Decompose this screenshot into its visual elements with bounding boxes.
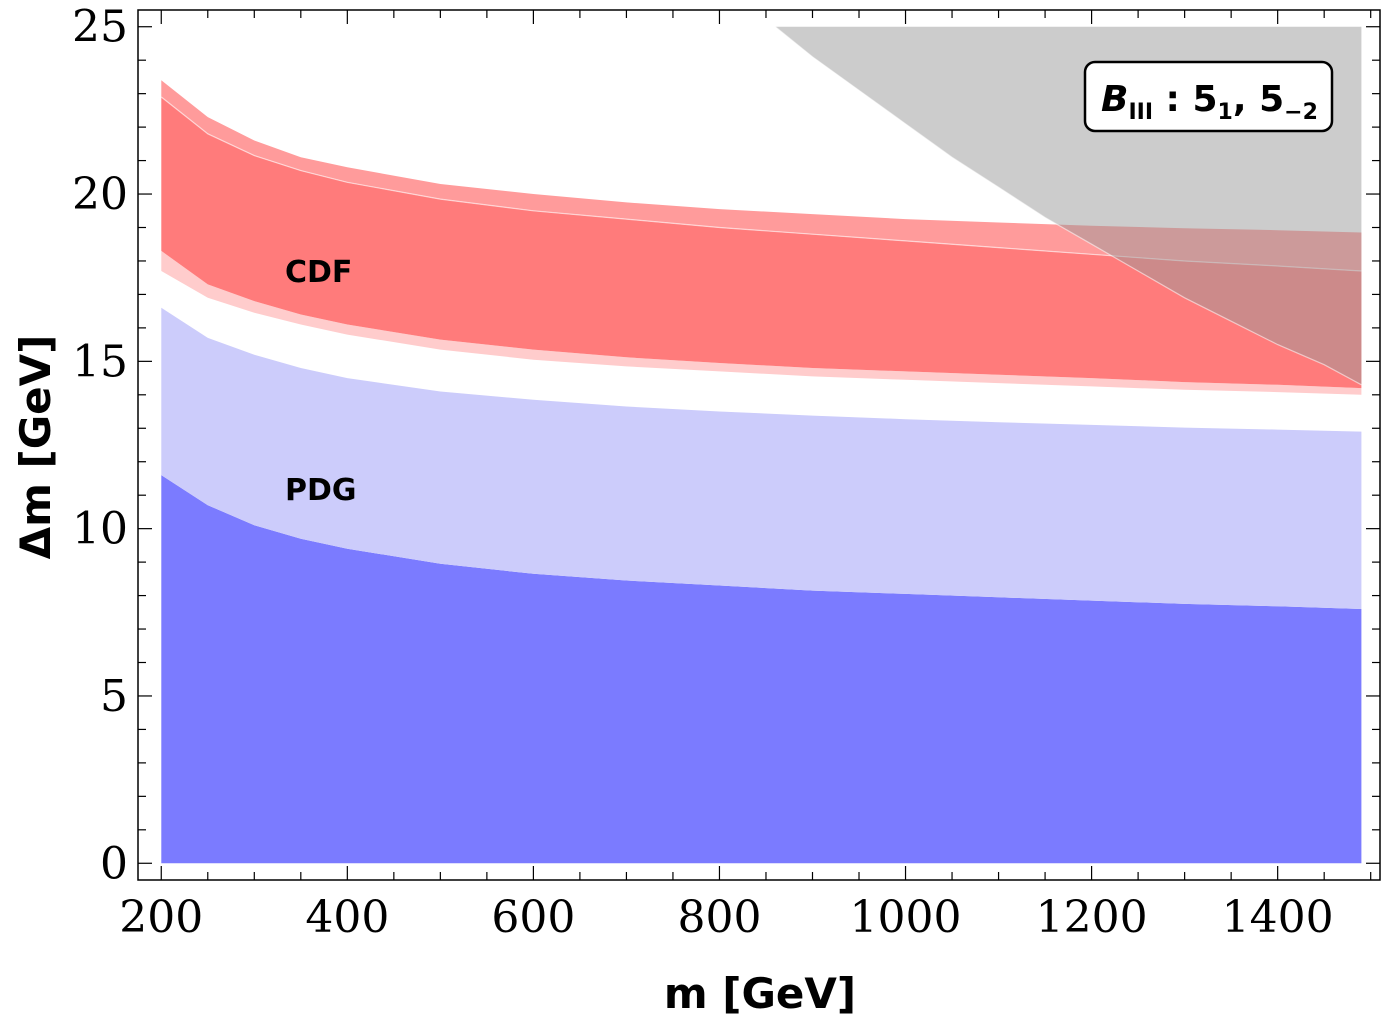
- y-tick-label: 25: [72, 2, 128, 53]
- excluded-boundary: [774, 26, 1362, 386]
- y-tick-label: 5: [100, 671, 128, 722]
- plot-border: [137, 9, 1381, 881]
- pdg-2sigma-band: [161, 307, 1362, 609]
- x-tick-label: 800: [677, 892, 761, 943]
- plot-frame: [137, 9, 1381, 881]
- x-tick-label: 1000: [850, 892, 962, 943]
- pdg-1sigma-band: [161, 475, 1362, 864]
- legend-box: BIII : 51, 5−2: [1083, 60, 1334, 133]
- band-layer: [160, 26, 1362, 864]
- y-tick-label: 20: [72, 169, 128, 220]
- x-tick-label: 200: [119, 892, 203, 943]
- cdf-2sigma-lower-band: [161, 250, 1362, 395]
- pdg-label: PDG: [285, 473, 357, 508]
- x-tick-label: 1200: [1036, 892, 1148, 943]
- x-tick-label: 400: [305, 892, 389, 943]
- y-axis-title: Δm [GeV]: [11, 335, 60, 560]
- cdf-1sigma-band: [161, 97, 1362, 389]
- legend-label: BIII : 51, 5−2: [1101, 79, 1318, 125]
- x-tick-label: 1400: [1222, 892, 1334, 943]
- x-tick-label: 600: [491, 892, 575, 943]
- cdf-label: CDF: [285, 255, 352, 290]
- tick-layer: 200 400 600 800 1000 1200 1400 0 5 10 15 20 25: [72, 2, 1380, 943]
- y-tick-label: 15: [72, 336, 128, 387]
- y-tick-label: 10: [72, 504, 128, 555]
- x-axis-title: m [GeV]: [664, 969, 856, 1018]
- y-tick-label: 0: [100, 838, 128, 889]
